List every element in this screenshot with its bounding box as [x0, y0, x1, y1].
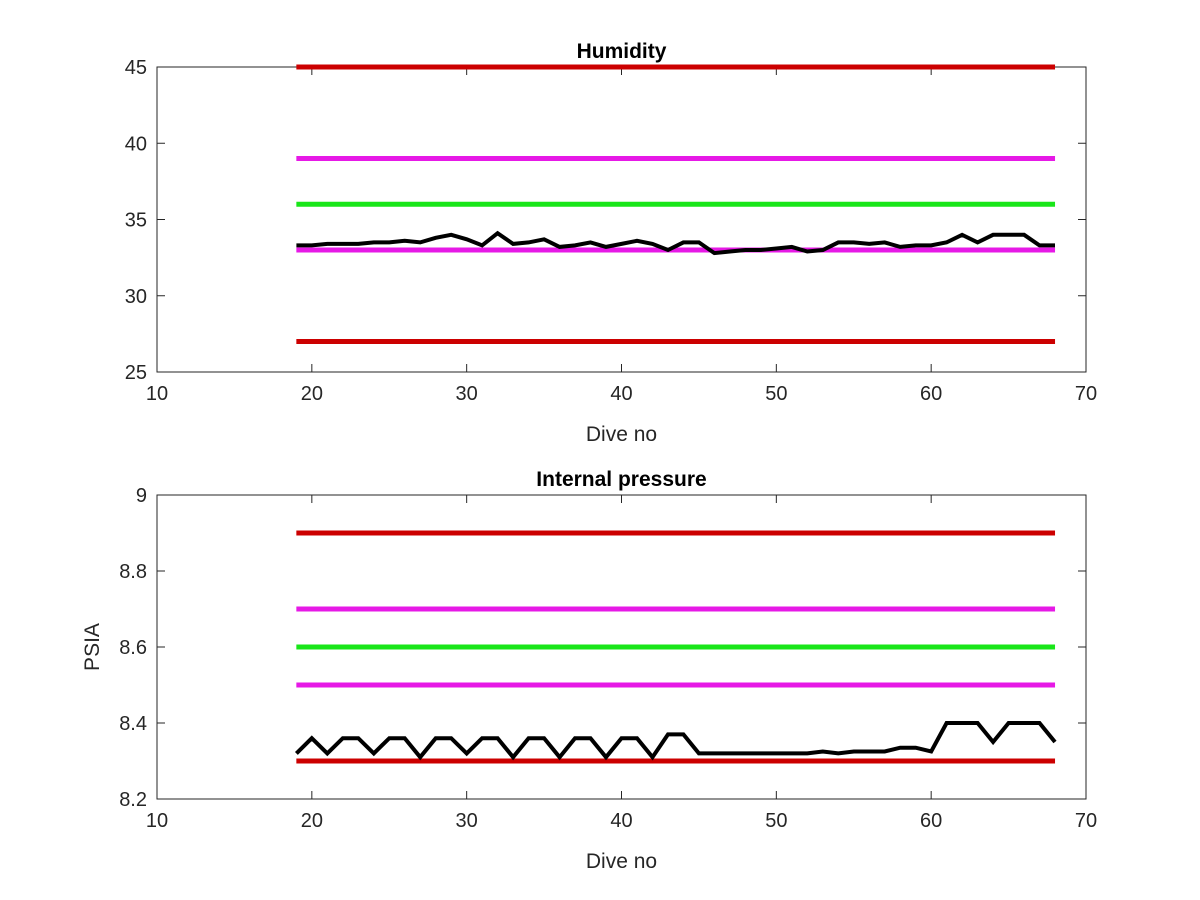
- y-tick-label: 8.6: [119, 637, 147, 659]
- x-tick-label: 60: [920, 810, 942, 832]
- axes-box: [156, 66, 1087, 373]
- y-tick-label: 30: [125, 286, 147, 308]
- series-line-1: [294, 721, 1057, 761]
- x-tick-label: 70: [1075, 383, 1097, 405]
- x-axis-label: Dive no: [586, 423, 657, 446]
- x-tick-label: 50: [765, 810, 787, 832]
- x-tick-label: 60: [920, 383, 942, 405]
- chart-1: 10 20 30 40 50 60 70 25 30 35 40 45 Humidity Dive no: [125, 40, 1097, 446]
- y-tick-label: 8.2: [119, 789, 147, 811]
- y-tick-label: 8.4: [119, 713, 147, 735]
- y-tick-label: 45: [125, 57, 147, 79]
- x-tick-label: 10: [146, 810, 168, 832]
- x-tick-label: 20: [301, 810, 323, 832]
- y-tick-label: 8.8: [119, 561, 147, 583]
- x-tick-label: 40: [610, 810, 632, 832]
- chart-title: Humidity: [577, 40, 667, 63]
- chart-2: 10 20 30 40 50 60 70 8.2 8.4 8.6 8.8 9 Internal pres…: [81, 468, 1097, 873]
- y-tick-label: 9: [136, 485, 147, 507]
- series-line-1: [296, 230, 1055, 256]
- x-axis-label: Dive no: [586, 850, 657, 873]
- y-axis-label: PSIA: [81, 623, 104, 671]
- chart-title: Internal pressure: [536, 468, 706, 491]
- x-tick-label: 30: [456, 383, 478, 405]
- y-tick-label: 35: [125, 210, 147, 232]
- x-tick-label: 20: [301, 383, 323, 405]
- y-tick-label: 25: [125, 362, 147, 384]
- x-tick-label: 40: [610, 383, 632, 405]
- x-tick-label: 10: [146, 383, 168, 405]
- x-tick-label: 30: [456, 810, 478, 832]
- x-tick-label: 50: [765, 383, 787, 405]
- y-tick-label: 40: [125, 133, 147, 155]
- x-tick-label: 70: [1075, 810, 1097, 832]
